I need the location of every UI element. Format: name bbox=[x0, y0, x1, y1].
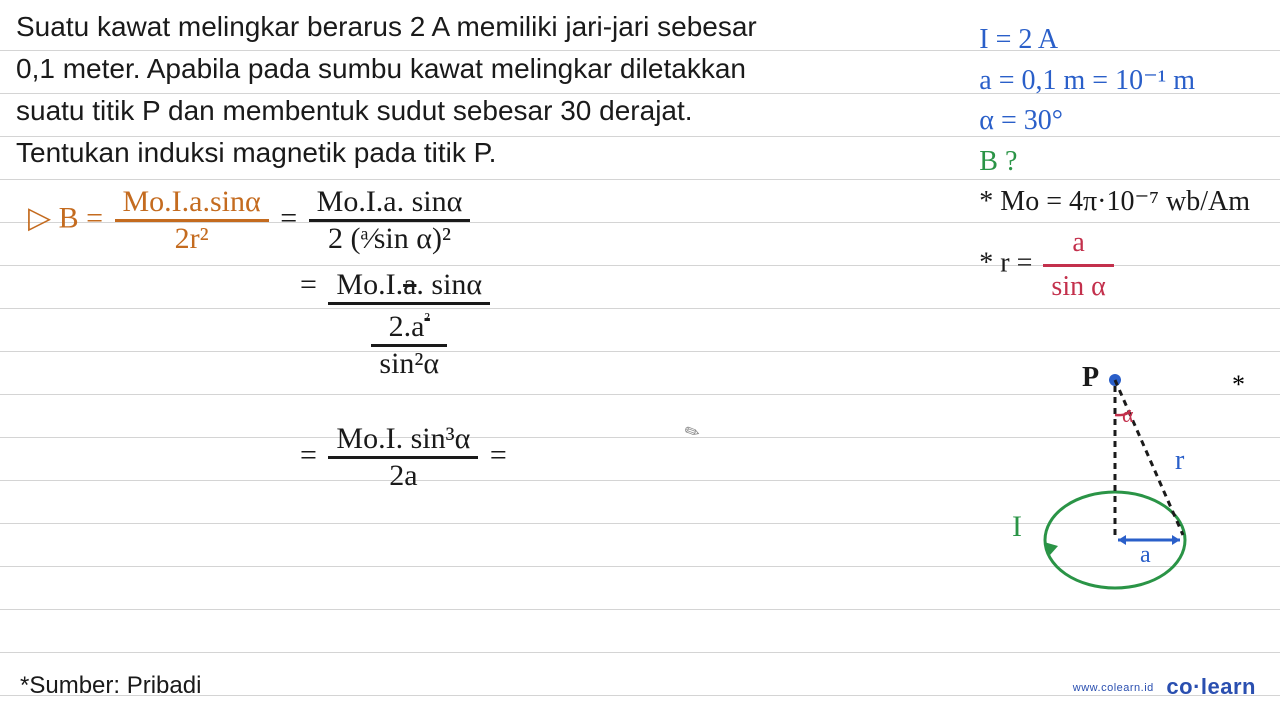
eq3: = bbox=[300, 438, 317, 471]
f1-num: Mo.I.a.sinα bbox=[115, 185, 269, 219]
a-arrow-left bbox=[1118, 535, 1126, 545]
given-values: I = 2 A a = 0,1 m = 10⁻¹ m α = 30° B ? *… bbox=[979, 20, 1250, 307]
equation-main: ▷ B = Mo.I.a.sinα 2r² = Mo.I.a. sinα 2 (… bbox=[28, 185, 474, 256]
site-url: www.colearn.id bbox=[1073, 682, 1154, 694]
f1-den: 2r² bbox=[115, 219, 269, 256]
source-text: *Sumber: Pribadi bbox=[20, 672, 201, 700]
problem-line4: Tentukan induksi magnetik pada titik P. bbox=[16, 137, 496, 168]
pencil-icon: ✎ bbox=[681, 420, 704, 445]
r-den: sin α bbox=[1043, 264, 1113, 308]
equation-step4: = Mo.I. sin³α 2a = bbox=[300, 422, 507, 493]
asterisk-note: * bbox=[1232, 370, 1245, 400]
label-I: I bbox=[1012, 510, 1022, 544]
given-a: a = 0,1 m = 10⁻¹ m bbox=[979, 61, 1250, 102]
problem-line3: suatu titik P dan membentuk sudut sebesa… bbox=[16, 95, 693, 126]
brand-logo: www.colearn.id co·learn bbox=[1073, 674, 1256, 700]
f3-den: 2.a² sin²α bbox=[328, 302, 490, 385]
circuit-diagram: P α r I a bbox=[1000, 360, 1220, 600]
f2-den: 2 (ᵃ⁄sin α)² bbox=[309, 219, 471, 256]
trail-eq: = bbox=[490, 438, 507, 471]
problem-text: Suatu kawat melingkar berarus 2 A memili… bbox=[16, 6, 916, 174]
eq-lhs: ▷ B = bbox=[28, 201, 103, 234]
given-B: B ? bbox=[979, 142, 1250, 183]
problem-line2: 0,1 meter. Apabila pada sumbu kawat meli… bbox=[16, 53, 746, 84]
label-a: a bbox=[1140, 542, 1151, 569]
given-r: * r = a sin α bbox=[979, 223, 1250, 307]
given-I: I = 2 A bbox=[979, 20, 1250, 61]
given-alpha: α = 30° bbox=[979, 101, 1250, 142]
r-num: a bbox=[1043, 223, 1113, 264]
r-label: * r = bbox=[979, 247, 1032, 278]
f4-num: Mo.I. sin³α bbox=[328, 422, 478, 456]
f3-num: Mo.I.a. sinα bbox=[328, 268, 490, 302]
eq1: = bbox=[280, 201, 297, 234]
equation-step3: = Mo.I.a. sinα 2.a² sin²α bbox=[300, 268, 494, 385]
f2-num: Mo.I.a. sinα bbox=[309, 185, 471, 219]
label-r: r bbox=[1175, 445, 1184, 477]
given-mu0: * Mo = 4π·10⁻⁷ wb/Am bbox=[979, 182, 1250, 223]
eq2: = bbox=[300, 268, 317, 301]
label-alpha: α bbox=[1122, 402, 1134, 428]
f4-den: 2a bbox=[328, 456, 478, 493]
label-P: P bbox=[1082, 362, 1099, 394]
a-arrow-right bbox=[1172, 535, 1180, 545]
problem-line1: Suatu kawat melingkar berarus 2 A memili… bbox=[16, 11, 757, 42]
brand: co·learn bbox=[1166, 674, 1256, 699]
